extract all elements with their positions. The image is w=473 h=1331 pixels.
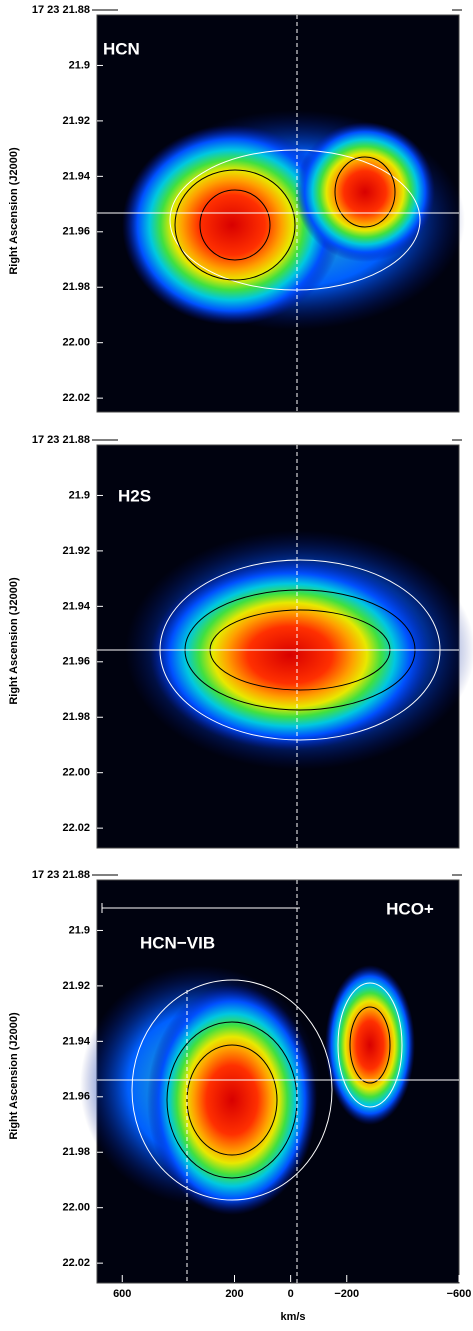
emission xyxy=(147,985,317,1215)
contour xyxy=(131,979,333,1201)
contour xyxy=(174,169,296,281)
y-tick-label: 17 23 21.88 xyxy=(32,869,90,881)
x-tick-label: −600 xyxy=(447,1288,472,1300)
y-tick-label: 21.92 xyxy=(62,115,90,127)
y-tick-label: 22.02 xyxy=(62,1257,90,1269)
y-tick-label: 21.98 xyxy=(62,281,90,293)
emission xyxy=(325,965,415,1125)
emission xyxy=(150,560,430,750)
panel-hcn xyxy=(96,14,465,413)
y-tick-label: 21.98 xyxy=(62,1146,90,1158)
y-tick-label: 17 23 21.88 xyxy=(32,4,90,16)
contour xyxy=(169,149,421,291)
y-tick-label: 21.92 xyxy=(62,545,90,557)
panel-label: H2S xyxy=(118,486,151,505)
y-axis-label: Right Ascension (J2000) xyxy=(8,147,20,275)
y-tick-label: 21.96 xyxy=(62,1091,90,1103)
panel-label: HCO+ xyxy=(386,899,434,918)
contour xyxy=(334,156,396,228)
y-tick-label: 21.96 xyxy=(62,226,90,238)
contour xyxy=(186,1044,278,1156)
contour xyxy=(349,1006,391,1084)
y-tick-label: 21.94 xyxy=(62,1035,90,1047)
x-tick-label: 600 xyxy=(113,1288,131,1300)
y-tick-label: 21.92 xyxy=(62,980,90,992)
y-tick-label: 22.02 xyxy=(62,392,90,404)
x-tick-label: 0 xyxy=(288,1288,294,1300)
contour xyxy=(337,982,403,1108)
emission xyxy=(122,125,342,325)
y-tick-label: 21.94 xyxy=(62,600,90,612)
x-tick-label: −200 xyxy=(334,1288,359,1300)
y-tick-label: 22.00 xyxy=(62,337,90,349)
y-tick-label: 21.9 xyxy=(69,59,90,71)
y-tick-label: 21.9 xyxy=(69,489,90,501)
y-tick-label: 22.00 xyxy=(62,1202,90,1214)
contour xyxy=(199,189,271,261)
y-tick-label: 21.9 xyxy=(69,924,90,936)
panel-hco xyxy=(80,879,460,1284)
panel-label: HCN xyxy=(103,39,140,58)
y-tick-label: 21.94 xyxy=(62,170,90,182)
y-tick-label: 22.02 xyxy=(62,822,90,834)
x-tick-label: 200 xyxy=(225,1288,243,1300)
y-tick-label: 21.98 xyxy=(62,711,90,723)
emission xyxy=(295,122,435,262)
y-tick-label: 17 23 21.88 xyxy=(32,434,90,446)
y-axis-label: Right Ascension (J2000) xyxy=(8,1012,20,1140)
y-tick-label: 21.96 xyxy=(62,656,90,668)
y-axis-label: Right Ascension (J2000) xyxy=(8,577,20,705)
annotation: HCN−VIB xyxy=(140,933,215,952)
x-axis-label: km/s xyxy=(280,1311,305,1323)
panel-h2s xyxy=(96,444,473,849)
y-tick-label: 22.00 xyxy=(62,767,90,779)
